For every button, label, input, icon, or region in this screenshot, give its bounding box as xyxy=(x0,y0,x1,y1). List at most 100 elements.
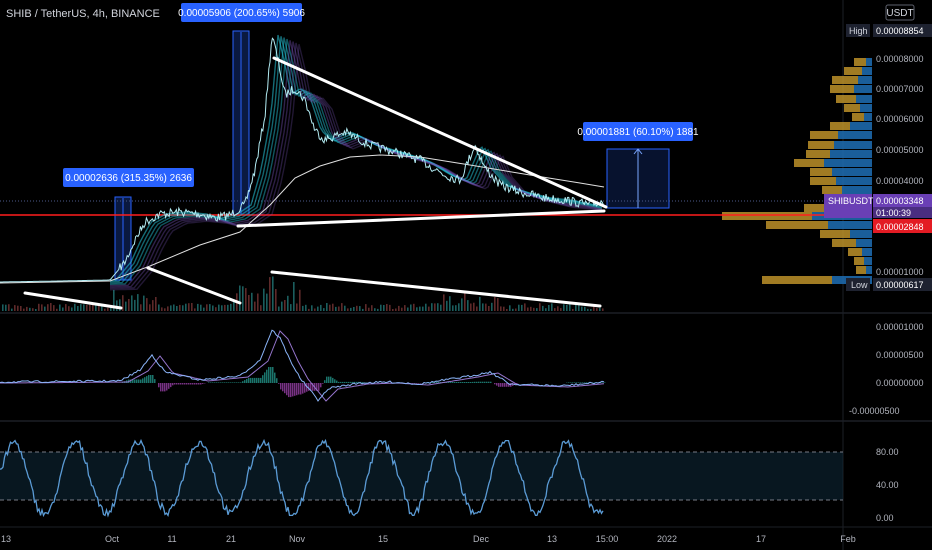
macd-histogram-bar xyxy=(178,383,180,385)
macd-histogram-bar xyxy=(174,383,176,385)
volume-bar xyxy=(164,308,166,311)
price-tick: 0.00008000 xyxy=(876,54,924,64)
volume-bar xyxy=(419,306,421,311)
stoch-tick: 0.00 xyxy=(876,513,894,523)
volume-bar xyxy=(473,302,475,311)
macd-histogram-bar xyxy=(282,383,284,392)
trendline-lower[interactable] xyxy=(236,209,606,228)
trendline-volume-3[interactable] xyxy=(270,270,602,308)
volume-bar xyxy=(410,304,412,311)
macd-axis[interactable]: 0.00001000 0.00000500 0.00000000 -0.0000… xyxy=(849,322,924,416)
macd-histogram-bar xyxy=(254,377,256,383)
volume-bar xyxy=(392,309,394,311)
measure-box-sep[interactable] xyxy=(232,30,250,216)
macd-histogram-bar xyxy=(486,381,488,383)
volume-bar xyxy=(251,292,253,311)
volume-profile-bar xyxy=(856,239,872,247)
macd-histogram-bar xyxy=(130,379,132,383)
macd-histogram-bar xyxy=(154,379,156,383)
trendline-upper[interactable] xyxy=(272,56,608,209)
volume-bar xyxy=(281,301,283,311)
volume-bar xyxy=(398,305,400,311)
macd-histogram-bar xyxy=(468,382,470,383)
macd-histogram-bar xyxy=(446,382,448,383)
currency-button[interactable]: USDT xyxy=(885,4,915,21)
macd-histogram-bar xyxy=(218,382,220,383)
annotation-label-1[interactable]: 0.00002636 (315.35%) 2636 xyxy=(63,168,194,187)
volume-bar xyxy=(428,306,430,311)
volume-bar xyxy=(578,304,580,311)
macd-histogram-bar xyxy=(490,381,492,383)
macd-histogram-bar xyxy=(262,375,264,383)
ema-ribbon-line xyxy=(109,44,603,291)
volume-bar xyxy=(275,289,277,311)
volume-bar xyxy=(47,304,49,311)
volume-bar xyxy=(125,301,127,311)
macd-histogram-bar xyxy=(354,381,356,383)
volume-bar xyxy=(248,295,250,311)
macd-histogram-bar xyxy=(194,383,196,385)
macd-histogram-bar xyxy=(504,383,506,387)
volume-bar xyxy=(29,307,31,311)
price-axis[interactable]: High 0.00008854 0.00008000 0.00007000 0.… xyxy=(824,24,932,291)
svg-text:Low: Low xyxy=(851,280,868,290)
time-axis[interactable]: 13 Oct 11 21 Nov 15 Dec 13 15:00 2022 17 Feb xyxy=(1,534,856,544)
volume-profile-bar xyxy=(854,85,872,93)
volume-bar xyxy=(98,304,100,311)
volume-bar xyxy=(41,304,43,311)
volume-bar xyxy=(368,307,370,311)
macd-histogram-bar xyxy=(498,383,500,387)
volume-bar xyxy=(92,303,94,311)
macd-histogram-bar xyxy=(464,382,466,383)
macd-histogram-bar xyxy=(494,383,496,385)
macd-histogram-bar xyxy=(202,383,204,384)
macd-histogram-bar xyxy=(132,379,134,383)
annotation-label-2[interactable]: 0.00005906 (200.65%) 5906 xyxy=(178,3,305,22)
volume-bar xyxy=(485,303,487,311)
macd-histogram-bar xyxy=(448,382,450,383)
trendline-volume-1[interactable] xyxy=(23,291,123,310)
volume-profile-bar xyxy=(722,212,812,220)
price-tick: 0.00001000 xyxy=(876,267,924,277)
macd-histogram-bar xyxy=(340,381,342,383)
macd-histogram-bar xyxy=(362,382,364,383)
measure-box-oct[interactable] xyxy=(114,196,132,281)
macd-histogram-bar xyxy=(188,383,190,385)
volume-bar xyxy=(299,289,301,311)
macd-histogram-bar xyxy=(166,383,168,391)
macd-line xyxy=(0,329,605,402)
trendline-volume-2[interactable] xyxy=(146,266,242,305)
macd-histogram-bar xyxy=(578,382,580,383)
macd-histogram-bar xyxy=(332,377,334,383)
macd-histogram-bar xyxy=(592,382,594,383)
volume-bar xyxy=(503,306,505,311)
measure-box-target[interactable] xyxy=(606,148,670,209)
volume-bar xyxy=(296,303,298,311)
volume-profile-bar xyxy=(834,141,872,149)
macd-histogram-bar xyxy=(466,382,468,383)
macd-histogram-bar xyxy=(580,382,582,383)
volume-bar xyxy=(149,304,151,311)
macd-histogram-bar xyxy=(342,381,344,383)
trendlines[interactable] xyxy=(23,56,608,310)
volume-profile-bar xyxy=(854,58,866,66)
annotation-label-3[interactable]: 0.00001881 (60.10%) 1881 xyxy=(577,122,699,141)
volume-bar xyxy=(137,294,139,311)
volume-bar xyxy=(110,305,112,311)
macd-histogram-bar xyxy=(358,381,360,383)
macd-histogram-bar xyxy=(324,380,326,383)
volume-bar xyxy=(332,303,334,311)
price-tick: 0.00006000 xyxy=(876,114,924,124)
volume-bar xyxy=(74,303,76,311)
stoch-axis[interactable]: 80.00 40.00 0.00 xyxy=(876,447,899,523)
macd-histogram-bar xyxy=(272,367,274,383)
volume-bar xyxy=(515,308,517,311)
volume-bar xyxy=(170,305,172,311)
macd-tick: 0.00001000 xyxy=(876,322,924,332)
volume-bar xyxy=(347,308,349,311)
macd-histogram-bar xyxy=(146,376,148,383)
volume-bar xyxy=(113,289,115,311)
macd-histogram-bar xyxy=(256,377,258,383)
macd-histogram-bar xyxy=(462,382,464,383)
